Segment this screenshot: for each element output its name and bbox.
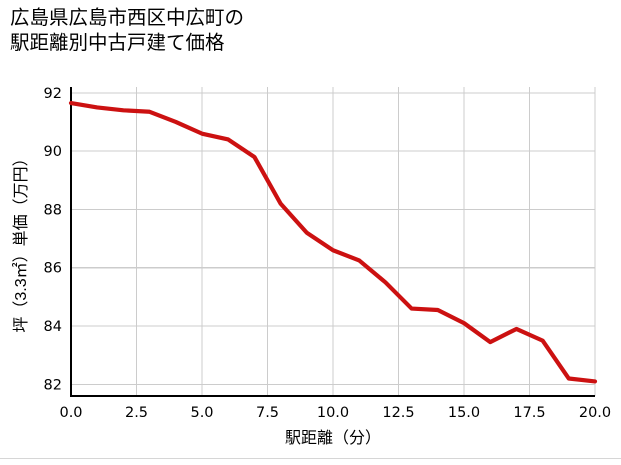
data-series-line [68,100,598,384]
y-axis-tick-labels: 82 84 86 88 90 92 [44,86,62,394]
bottom-divider [0,458,621,459]
y-tick-label: 84 [44,319,62,335]
x-tick-label: 17.5 [513,405,545,421]
axis-spines [69,87,595,398]
x-tick-label: 2.5 [125,405,148,421]
x-tick-label: 20.0 [579,405,611,421]
y-axis-title: 坪（3.3㎡）単価（万円） [12,150,30,332]
y-tick-label: 92 [44,86,62,102]
x-axis-title: 駅距離（分） [285,429,381,447]
x-tick-label: 10.0 [317,405,349,421]
x-tick-label: 12.5 [382,405,414,421]
x-tick-label: 5.0 [190,405,213,421]
y-tick-label: 88 [44,202,62,218]
y-tick-label: 86 [44,261,62,277]
y-tick-label: 90 [44,144,62,160]
chart-title: 広島県広島市西区中広町の 駅距離別中古戸建て価格 [10,7,245,54]
x-tick-label: 0.0 [59,405,82,421]
grid-lines [70,87,596,396]
x-axis-tick-labels: 0.0 2.5 5.0 7.5 10.0 12.5 15.0 17.5 20.0 [59,405,611,421]
x-tick-label: 15.0 [448,405,480,421]
y-tick-label: 82 [44,377,62,393]
x-tick-label: 7.5 [256,405,279,421]
